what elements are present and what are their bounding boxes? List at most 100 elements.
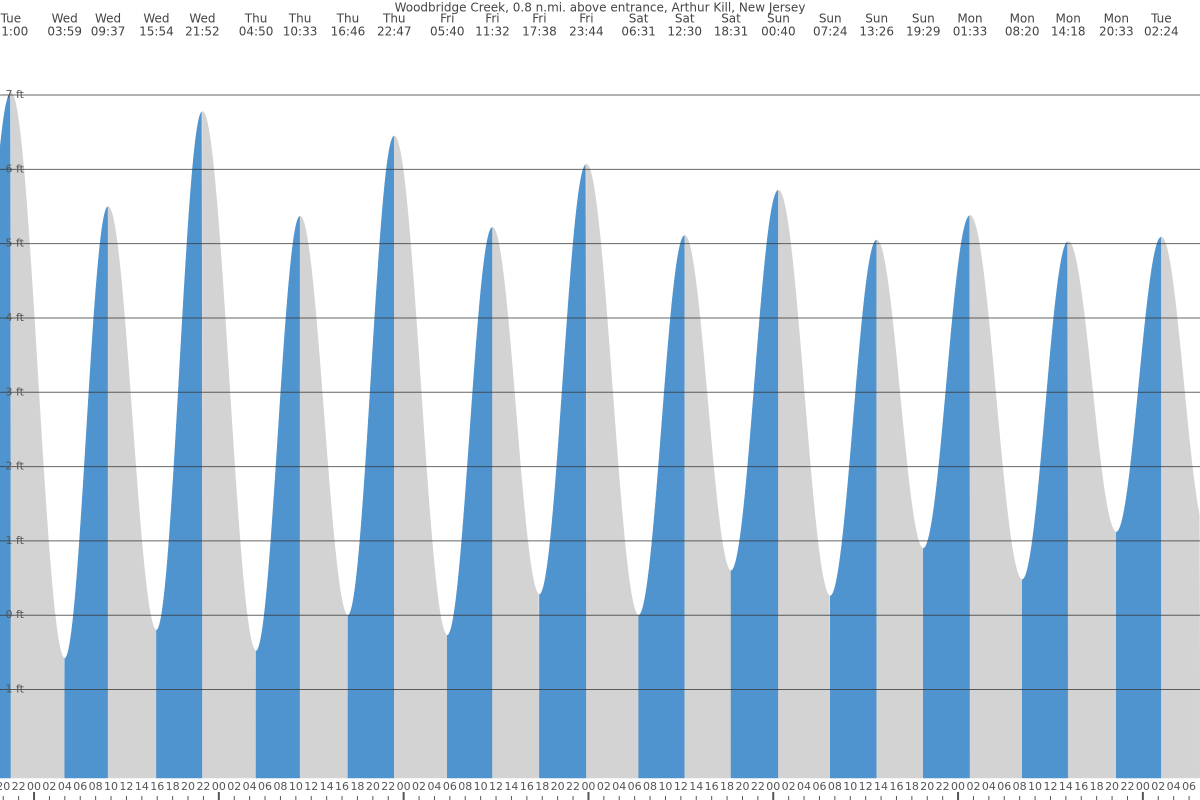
- x-tick-label: 16: [705, 780, 719, 793]
- tide-area: [876, 239, 924, 779]
- x-tick-label: 04: [797, 780, 811, 793]
- tide-area: [156, 110, 203, 779]
- extreme-time: 03:59: [47, 25, 82, 39]
- tide-area: [202, 110, 257, 779]
- x-tick-label: 20: [735, 780, 749, 793]
- extreme-day: Thu: [382, 12, 406, 26]
- tide-area: [923, 215, 971, 779]
- extreme-time: 19:29: [906, 25, 941, 39]
- x-tick-label: 06: [443, 780, 457, 793]
- x-tick-label: 14: [1059, 780, 1073, 793]
- tide-area: [64, 205, 109, 779]
- x-tick-label: 14: [689, 780, 703, 793]
- x-tick-label: 14: [320, 780, 334, 793]
- x-tick-label: 06: [997, 780, 1011, 793]
- extreme-day: Mon: [1010, 12, 1035, 26]
- x-tick-label: 02: [597, 780, 611, 793]
- extreme-day: Wed: [189, 12, 215, 26]
- extreme-time: 06:31: [621, 25, 656, 39]
- x-tick-label: 20: [181, 780, 195, 793]
- y-tick-label: 6 ft: [6, 162, 25, 175]
- extreme-day: Wed: [143, 12, 169, 26]
- extreme-time: 11:32: [475, 25, 510, 39]
- extreme-time: 05:40: [430, 25, 465, 39]
- x-tick-label: 00: [1136, 780, 1150, 793]
- x-tick-label: 18: [166, 780, 180, 793]
- extreme-time: 01:33: [953, 25, 988, 39]
- x-tick-label: 06: [73, 780, 87, 793]
- x-tick-label: 00: [951, 780, 965, 793]
- x-tick-label: 22: [196, 780, 210, 793]
- extreme-time: 17:38: [522, 25, 557, 39]
- x-tick-label: 20: [366, 780, 380, 793]
- tide-area: [778, 189, 831, 779]
- x-tick-label: 12: [674, 780, 688, 793]
- tide-area: [447, 226, 493, 779]
- x-tick-label: 14: [874, 780, 888, 793]
- extreme-time: 07:24: [813, 25, 848, 39]
- x-tick-label: 04: [427, 780, 441, 793]
- tide-area: [829, 239, 877, 779]
- x-tick-label: 08: [458, 780, 472, 793]
- y-tick-label: 7 ft: [6, 88, 25, 101]
- extreme-day: Fri: [485, 12, 499, 26]
- tide-area: [1116, 236, 1162, 779]
- x-tick-label: 18: [720, 780, 734, 793]
- x-tick-label: 06: [1182, 780, 1196, 793]
- x-tick-label: 06: [258, 780, 272, 793]
- tide-area: [1021, 241, 1069, 779]
- extreme-day: Fri: [532, 12, 546, 26]
- x-tick-label: 02: [782, 780, 796, 793]
- tide-area: [299, 215, 349, 779]
- extreme-time: 21:00: [0, 25, 28, 39]
- x-tick-label: 08: [828, 780, 842, 793]
- x-tick-label: 12: [119, 780, 133, 793]
- tide-area: [730, 189, 779, 779]
- y-tick-label: 3 ft: [6, 385, 25, 398]
- x-tick-label: 00: [581, 780, 595, 793]
- x-tick-label: 14: [135, 780, 149, 793]
- tide-area: [539, 163, 587, 779]
- tide-area: [1161, 236, 1200, 779]
- x-tick-label: 20: [1105, 780, 1119, 793]
- extreme-day: Mon: [957, 12, 982, 26]
- x-tick-label: 22: [936, 780, 950, 793]
- x-tick-label: 16: [150, 780, 164, 793]
- y-tick-label: -1 ft: [2, 683, 25, 696]
- x-tick-label: 10: [104, 780, 118, 793]
- extreme-time: 18:31: [714, 25, 749, 39]
- extreme-time: 20:33: [1099, 25, 1134, 39]
- x-tick-label: 10: [843, 780, 857, 793]
- tide-area: [255, 215, 301, 779]
- x-tick-label: 16: [889, 780, 903, 793]
- tide-area: [107, 206, 157, 779]
- extreme-time: 04:50: [239, 25, 274, 39]
- extreme-day: Tue: [0, 12, 21, 26]
- extreme-time: 12:30: [667, 25, 702, 39]
- x-tick-label: 22: [12, 780, 26, 793]
- x-tick-label: 08: [643, 780, 657, 793]
- x-tick-label: 14: [504, 780, 518, 793]
- x-tick-label: 02: [412, 780, 426, 793]
- x-tick-label: 02: [227, 780, 241, 793]
- x-tick-label: 08: [1013, 780, 1027, 793]
- x-tick-label: 20: [551, 780, 565, 793]
- x-tick-label: 06: [628, 780, 642, 793]
- extreme-time: 16:46: [331, 25, 366, 39]
- y-tick-label: 2 ft: [6, 460, 25, 473]
- extreme-time: 00:40: [761, 25, 796, 39]
- x-tick-label: 08: [89, 780, 103, 793]
- extreme-day: Sat: [675, 12, 695, 26]
- extreme-day: Wed: [95, 12, 121, 26]
- extreme-day: Fri: [579, 12, 593, 26]
- extreme-day: Wed: [52, 12, 78, 26]
- x-tick-label: 12: [1043, 780, 1057, 793]
- extreme-day: Sun: [819, 12, 842, 26]
- y-tick-label: 4 ft: [6, 311, 25, 324]
- extreme-day: Mon: [1104, 12, 1129, 26]
- tide-area: [1067, 241, 1117, 779]
- extreme-time: 15:54: [139, 25, 174, 39]
- tide-area: [347, 135, 395, 779]
- x-tick-label: 02: [42, 780, 56, 793]
